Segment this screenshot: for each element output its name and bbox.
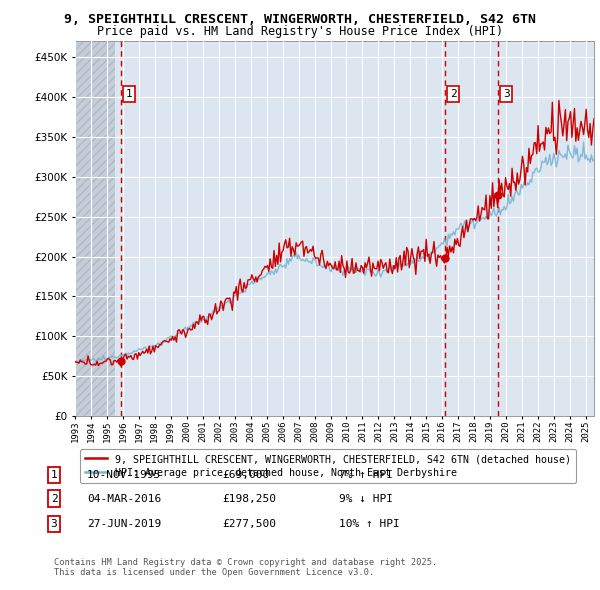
Text: 10-NOV-1995: 10-NOV-1995 [87, 470, 161, 480]
Text: 9, SPEIGHTHILL CRESCENT, WINGERWORTH, CHESTERFIELD, S42 6TN: 9, SPEIGHTHILL CRESCENT, WINGERWORTH, CH… [64, 13, 536, 26]
Text: 04-MAR-2016: 04-MAR-2016 [87, 494, 161, 503]
Text: 3: 3 [50, 519, 58, 529]
Text: Contains HM Land Registry data © Crown copyright and database right 2025.
This d: Contains HM Land Registry data © Crown c… [54, 558, 437, 577]
Text: 7% ↑ HPI: 7% ↑ HPI [339, 470, 393, 480]
Text: 2: 2 [50, 494, 58, 503]
Text: £277,500: £277,500 [222, 519, 276, 529]
Text: 1: 1 [125, 88, 133, 99]
Text: £198,250: £198,250 [222, 494, 276, 503]
Text: 27-JUN-2019: 27-JUN-2019 [87, 519, 161, 529]
Bar [75, 41, 115, 416]
Text: 2: 2 [450, 88, 457, 99]
Text: Price paid vs. HM Land Registry's House Price Index (HPI): Price paid vs. HM Land Registry's House … [97, 25, 503, 38]
Text: £69,000: £69,000 [222, 470, 269, 480]
Text: 10% ↑ HPI: 10% ↑ HPI [339, 519, 400, 529]
Text: 1: 1 [50, 470, 58, 480]
Text: 9% ↓ HPI: 9% ↓ HPI [339, 494, 393, 503]
Text: 3: 3 [503, 88, 509, 99]
Legend: 9, SPEIGHTHILL CRESCENT, WINGERWORTH, CHESTERFIELD, S42 6TN (detached house), HP: 9, SPEIGHTHILL CRESCENT, WINGERWORTH, CH… [80, 449, 576, 483]
